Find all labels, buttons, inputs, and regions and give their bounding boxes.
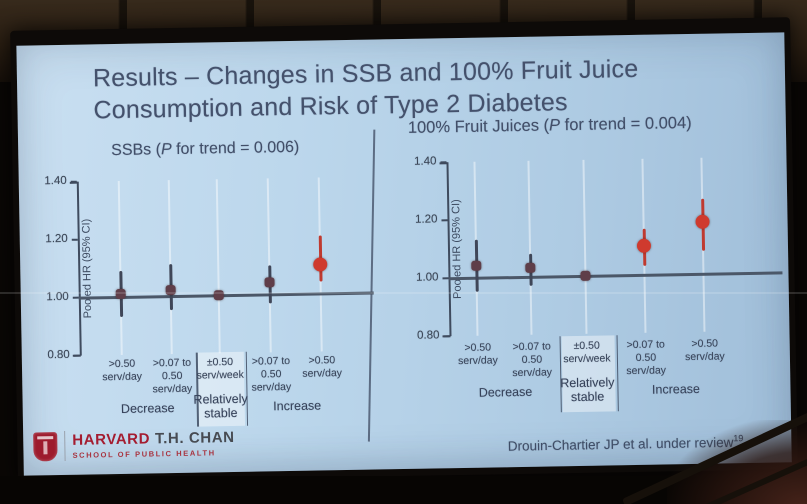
chart-subtitle: SSBs (P for trend = 0.006)	[111, 138, 300, 160]
y-tick	[73, 354, 80, 357]
projection-screen-bezel: Results – Changes in SSB and 100% Fruit …	[10, 17, 798, 483]
y-tick	[443, 335, 450, 338]
harvard-chan-logo: HARVARD T.H. CHAN SCHOOL OF PUBLIC HEALTH	[33, 428, 235, 462]
logo-text: HARVARD T.H. CHAN SCHOOL OF PUBLIC HEALTH	[72, 429, 235, 460]
forest-point-highlighted	[636, 238, 652, 253]
group-label: Increase	[273, 398, 322, 414]
forest-plot-fruit-juice: 100% Fruit Juices (P for trend = 0.004) P…	[378, 112, 785, 431]
x-tick-label: >0.50 serv/day	[684, 337, 725, 363]
y-tick-label: 0.80	[47, 348, 70, 362]
group-label: Relatively stable	[193, 391, 248, 421]
y-tick	[71, 238, 78, 241]
forest-point	[115, 288, 126, 300]
y-tick-label: 1.40	[44, 174, 67, 188]
gridline-vertical	[582, 159, 588, 334]
y-tick-label: 1.00	[415, 271, 439, 284]
y-tick	[441, 219, 448, 222]
y-axis-label: Pooled HR (95% CI)	[80, 218, 95, 319]
presentation-slide: Results – Changes in SSB and 100% Fruit …	[16, 32, 792, 476]
y-tick-label: 1.20	[45, 232, 68, 246]
logo-line-2: SCHOOL OF PUBLIC HEALTH	[72, 448, 216, 460]
forest-plot-ssb: SSBs (P for trend = 0.006) Pooled HR (95%…	[36, 136, 376, 442]
forest-point	[525, 263, 536, 274]
forest-point	[471, 261, 482, 272]
group-label: Decrease	[120, 401, 175, 416]
logo-harvard-text: HARVARD	[72, 430, 151, 449]
forest-point	[264, 277, 275, 288]
harvard-shield-icon	[33, 431, 58, 461]
group-label: Decrease	[478, 384, 533, 400]
logo-chan-text: T.H. CHAN	[154, 428, 235, 448]
y-tick-label: 0.80	[417, 329, 440, 342]
logo-divider	[64, 430, 66, 461]
reference-line	[448, 271, 783, 280]
forest-point-highlighted	[695, 214, 710, 229]
x-tick-label: ±0.50 serv/week	[563, 339, 611, 366]
gridline-vertical	[117, 180, 123, 355]
logo-line-1: HARVARD T.H. CHAN	[72, 429, 235, 449]
forest-point-highlighted	[313, 257, 328, 272]
x-tick-label: >0.07 to 0.50 serv/day	[626, 338, 667, 377]
screen-seam-artifact	[0, 292, 807, 294]
chart-subtitle: 100% Fruit Juices (P for trend = 0.004)	[407, 113, 692, 137]
group-label: Increase	[651, 381, 701, 397]
y-tick-label: 1.40	[413, 155, 437, 168]
group-label: Relatively stable	[560, 375, 615, 405]
gridline-vertical	[215, 179, 221, 354]
gridline-vertical	[527, 160, 533, 335]
forest-point	[580, 270, 591, 281]
y-tick	[70, 180, 77, 183]
y-tick	[440, 161, 447, 164]
y-tick-label: 1.20	[414, 213, 438, 226]
x-tick-label: >0.50 serv/day	[302, 354, 343, 380]
